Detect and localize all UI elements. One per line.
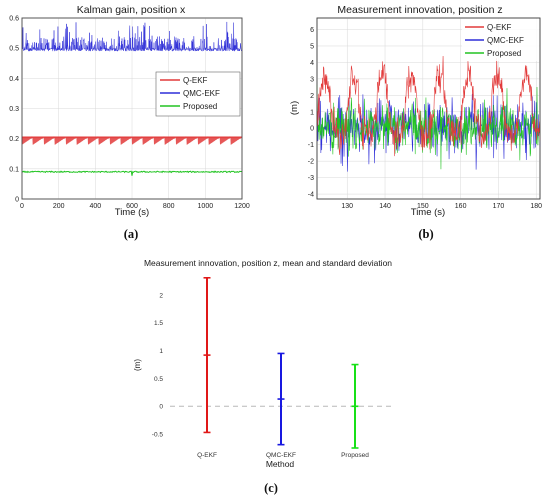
panel-b-x-ticks: 130 140 150 160 170 180 xyxy=(341,203,542,210)
panel-c-xtick-label: Q-EKF xyxy=(197,452,217,459)
panel-b-legend-qmcekf: QMC-EKF xyxy=(487,36,524,45)
panel-a-ytick-label: 0.3 xyxy=(9,106,19,113)
panel-c-y-ticks: -0.5 0 0.5 1 1.5 2 xyxy=(152,292,164,438)
panel-a-series-proposed xyxy=(21,170,243,176)
panel-a-title: Kalman gain, position x xyxy=(77,4,186,16)
panel-a-x-ticks: 0 200 400 600 800 1000 1200 xyxy=(20,203,250,210)
panel-b-ylabel: (m) xyxy=(289,101,300,115)
panel-b-innovation: Measurement innovation, position z -4-3-… xyxy=(289,4,542,241)
panel-c-ytick-label: 0 xyxy=(159,404,163,411)
panel-a-series xyxy=(21,21,243,176)
panel-a-series-qekf xyxy=(21,136,243,145)
panel-a-ytick-label: 0.6 xyxy=(9,16,19,23)
panel-b-xtick-label: 130 xyxy=(341,203,353,210)
panel-a-xlabel: Time (s) xyxy=(115,207,149,218)
panel-a-xtick-label: 600 xyxy=(126,203,138,210)
panel-b-series-proposed xyxy=(316,84,541,170)
panel-b-title: Measurement innovation, position z xyxy=(337,4,502,16)
panel-c-ytick-label: 2 xyxy=(159,292,163,299)
panel-c-ytick-label: -0.5 xyxy=(152,431,164,438)
panel-c-errorbar: Measurement innovation, position z, mean… xyxy=(133,258,395,495)
panel-b-ytick-label: -4 xyxy=(308,192,314,199)
panel-a-xtick-label: 1200 xyxy=(234,203,250,210)
panel-b-frame xyxy=(316,17,541,200)
panel-b-ytick-label: 4 xyxy=(310,60,314,67)
panel-a-ytick-label: 0.1 xyxy=(9,166,19,173)
panel-a-legend-qmcekf: QMC-EKF xyxy=(183,89,220,98)
panel-c-ytick-label: 0.5 xyxy=(154,376,163,383)
panel-b-xtick-label: 150 xyxy=(417,203,429,210)
panel-c-xtick-label: QMC-EKF xyxy=(266,452,296,459)
panel-c-title: Measurement innovation, position z, mean… xyxy=(144,258,392,268)
panel-b-legend-proposed: Proposed xyxy=(487,49,521,58)
panel-b-ytick-label: -1 xyxy=(308,142,314,149)
panel-b-ytick-label: -2 xyxy=(308,159,314,166)
panel-b-xtick-label: 160 xyxy=(455,203,467,210)
panel-b-caption: (b) xyxy=(418,227,433,241)
panel-c-xlabel: Method xyxy=(266,459,295,469)
panel-a-ytick-label: 0.4 xyxy=(9,76,19,83)
panel-c-caption: (c) xyxy=(264,481,278,495)
panel-a-xtick-label: 1000 xyxy=(198,203,214,210)
panel-a-xtick-label: 200 xyxy=(53,203,65,210)
panel-b-legend-qekf: Q-EKF xyxy=(487,23,512,32)
panel-a-legend-qekf: Q-EKF xyxy=(183,76,208,85)
panel-b-ytick-label: 5 xyxy=(310,43,314,50)
panel-b-y-ticks: -4 -3 -2 -1 0 1 2 3 4 5 6 xyxy=(308,27,314,199)
panel-b-xtick-label: 140 xyxy=(379,203,391,210)
panel-c-x-ticks: Q-EKF QMC-EKF Proposed xyxy=(197,452,369,459)
panel-c-ytick-label: 1 xyxy=(159,348,163,355)
panel-b-xtick-label: 180 xyxy=(530,203,542,210)
panel-a-kalman-gain: Kalman gain, position x 0 0.1 0.2 0.3 0.4 0.5… xyxy=(9,4,250,241)
panel-a-ytick-label: 0 xyxy=(15,197,19,204)
panel-b-series-qekf xyxy=(316,56,541,157)
panel-a-ytick-label: 0.2 xyxy=(9,136,19,143)
panel-c-ytick-label: 1.5 xyxy=(154,320,163,327)
panel-c-xtick-label: Proposed xyxy=(341,452,369,459)
panel-a-xtick-label: 800 xyxy=(163,203,175,210)
panel-a-caption: (a) xyxy=(124,227,139,241)
panel-a-frame xyxy=(21,17,243,200)
panel-b-ytick-label: 1 xyxy=(310,109,314,116)
panel-a-xtick-label: 0 xyxy=(20,203,24,210)
panel-a-series-qmcekf xyxy=(22,21,243,52)
panel-c-error-bars xyxy=(203,276,359,449)
panel-c-ylabel: (m) xyxy=(133,359,142,371)
panel-a-y-ticks: 0 0.1 0.2 0.3 0.4 0.5 0.6 xyxy=(9,16,19,204)
panel-b-ytick-label: -3 xyxy=(308,175,314,182)
panel-a-legend: Q-EKF QMC-EKF Proposed xyxy=(155,71,241,117)
panel-b-xtick-label: 170 xyxy=(493,203,505,210)
panel-a-xtick-label: 400 xyxy=(89,203,101,210)
panel-b-ytick-label: 3 xyxy=(310,76,314,83)
panel-b-ytick-label: 0 xyxy=(310,126,314,133)
panel-b-ytick-label: 6 xyxy=(310,27,314,34)
panel-a-legend-proposed: Proposed xyxy=(183,102,217,111)
panel-b-series xyxy=(316,56,541,172)
panel-b-legend: Q-EKF QMC-EKF Proposed xyxy=(462,19,539,61)
panel-b-ytick-label: 2 xyxy=(310,93,314,100)
panel-a-ytick-label: 0.5 xyxy=(9,46,19,53)
panel-b-xlabel: Time (s) xyxy=(411,207,445,218)
